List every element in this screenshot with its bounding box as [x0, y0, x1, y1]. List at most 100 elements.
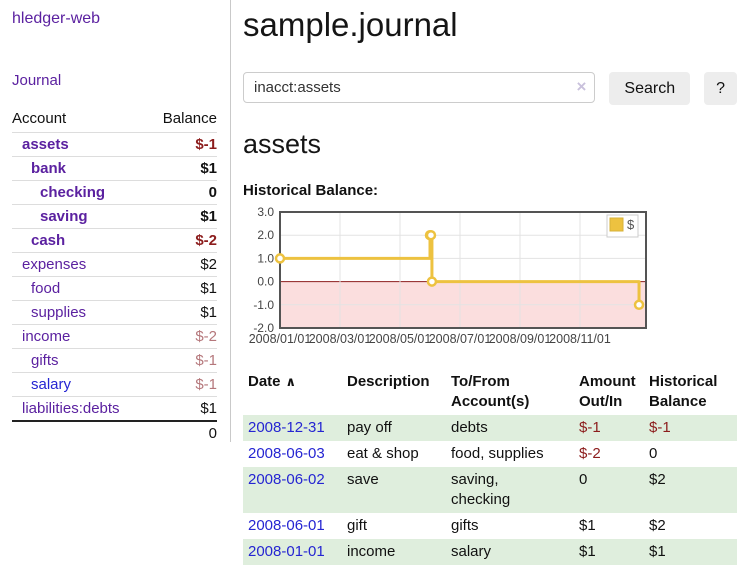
register-table: Date ∧ Description To/From Account(s) Amo… [243, 369, 737, 565]
account-balance: $-1 [195, 376, 217, 393]
transaction-date-link[interactable]: 2008-01-01 [248, 543, 325, 560]
account-row: liabilities:debts $1 [12, 396, 217, 420]
account-balance: $-1 [195, 136, 217, 153]
account-row: income $-2 [12, 324, 217, 348]
svg-text:1.0: 1.0 [257, 251, 274, 265]
header-accounts: To/From Account(s) [451, 373, 530, 410]
transaction-description: save [347, 471, 379, 488]
svg-text:-1.0: -1.0 [253, 298, 274, 312]
header-description: Description [347, 373, 430, 390]
account-link[interactable]: saving [40, 208, 88, 225]
account-balance: $1 [200, 400, 217, 417]
transaction-description: pay off [347, 419, 392, 436]
transaction-amount: $1 [579, 517, 596, 534]
transaction-date-link[interactable]: 2008-06-01 [248, 517, 325, 534]
header-date[interactable]: Date ∧ [248, 373, 297, 390]
header-balance: Historical Balance [649, 373, 718, 410]
account-tree: assets $-1 bank $1 checking 0 saving $1 … [12, 132, 217, 420]
total-balance: 0 [208, 425, 217, 442]
transaction-accounts: saving, checking [451, 471, 511, 508]
transaction-description: income [347, 543, 396, 560]
account-link[interactable]: income [22, 328, 71, 345]
sort-asc-icon: ∧ [285, 374, 297, 389]
historical-balance-chart[interactable]: $3.0 2.0 1.0 0.0 -1.0 -2.0 2008/01/01 2008/03/0… [243, 205, 663, 353]
transaction-balance: 0 [649, 445, 658, 462]
account-balance: $1 [200, 208, 217, 225]
app-brand-link[interactable]: hledger-web [12, 10, 101, 27]
transaction-balance: $-1 [649, 419, 671, 436]
account-balance: $1 [200, 160, 217, 177]
account-tree-header: Account Balance [12, 108, 217, 132]
account-balance: $1 [200, 280, 217, 297]
account-balance: $-2 [195, 328, 217, 345]
account-row: bank $1 [12, 156, 217, 180]
chart-canvas: $3.0 2.0 1.0 0.0 -1.0 -2.02008/01/012008/03/0… [249, 205, 647, 346]
transaction-row: 2008-06-03 eat & shop food, supplies $-2… [243, 441, 737, 467]
account-heading: assets [243, 129, 322, 159]
main-content: sample.journal × Search ? assets Histori… [232, 0, 742, 565]
svg-text:2008/01/01: 2008/01/01 [249, 332, 312, 346]
transaction-balance: $2 [649, 517, 666, 534]
account-link[interactable]: liabilities:debts [22, 400, 120, 417]
account-row: cash $-2 [12, 228, 217, 252]
svg-text:2.0: 2.0 [257, 228, 274, 242]
transaction-date-link[interactable]: 2008-12-31 [248, 419, 325, 436]
account-row: expenses $2 [12, 252, 217, 276]
account-row: checking 0 [12, 180, 217, 204]
svg-text:3.0: 3.0 [257, 207, 274, 219]
account-column-label: Account [12, 110, 67, 127]
account-row: salary $-1 [12, 372, 217, 396]
transaction-row: 2008-12-31 pay off debts $-1 $-1 [243, 415, 737, 441]
account-balance: $-2 [195, 232, 217, 249]
account-balance: $-1 [195, 352, 217, 369]
transaction-row: 2008-06-02 save saving, checking 0 $2 [243, 467, 737, 513]
svg-text:$: $ [627, 217, 635, 232]
search-button[interactable]: Search [609, 72, 691, 105]
account-link[interactable]: cash [31, 232, 66, 249]
transaction-amount: $1 [579, 543, 596, 560]
svg-text:2008/05/01: 2008/05/01 [369, 332, 432, 346]
account-balance: 0 [208, 184, 217, 201]
header-amount: Amount Out/In [579, 373, 636, 410]
account-link[interactable]: salary [31, 376, 72, 393]
account-row: gifts $-1 [12, 348, 217, 372]
transaction-date-link[interactable]: 2008-06-03 [248, 445, 325, 462]
help-button[interactable]: ? [704, 72, 737, 105]
account-tree-total-row: 0 [12, 420, 217, 446]
clear-search-icon[interactable]: × [576, 77, 587, 96]
transaction-accounts: debts [451, 419, 488, 436]
transaction-accounts: salary [451, 543, 492, 560]
transaction-balance: $2 [649, 471, 666, 488]
transaction-date-link[interactable]: 2008-06-02 [248, 471, 325, 488]
transaction-balance: $1 [649, 543, 666, 560]
account-balance: $1 [200, 304, 217, 321]
page-title: sample.journal [243, 6, 458, 43]
svg-text:2008/03/01: 2008/03/01 [309, 332, 372, 346]
transaction-accounts: gifts [451, 517, 479, 534]
account-link[interactable]: gifts [31, 352, 59, 369]
transaction-row: 2008-01-01 income salary $1 $1 [243, 539, 737, 565]
chart-heading: Historical Balance: [243, 182, 379, 199]
balance-column-label: Balance [162, 110, 217, 127]
sidebar-item-journal[interactable]: Journal [12, 72, 62, 89]
register-header-row: Date ∧ Description To/From Account(s) Amo… [243, 369, 737, 415]
transaction-row: 2008-06-01 gift gifts $1 $2 [243, 513, 737, 539]
transaction-amount: $-2 [579, 445, 601, 462]
account-link[interactable]: checking [40, 184, 106, 201]
transaction-amount: $-1 [579, 419, 601, 436]
account-link[interactable]: food [31, 280, 61, 297]
search-form: × Search ? [243, 72, 737, 105]
account-row: supplies $1 [12, 300, 217, 324]
account-link[interactable]: bank [31, 160, 67, 177]
account-link[interactable]: assets [22, 136, 69, 153]
transaction-description: eat & shop [347, 445, 419, 462]
svg-text:2008/07/01: 2008/07/01 [429, 332, 492, 346]
search-input[interactable] [243, 72, 596, 103]
account-row: assets $-1 [12, 132, 217, 156]
transaction-description: gift [347, 517, 368, 534]
account-link[interactable]: expenses [22, 256, 87, 273]
search-input-wrap: × [243, 72, 596, 103]
svg-text:0.0: 0.0 [257, 275, 274, 289]
account-link[interactable]: supplies [31, 304, 87, 321]
svg-text:2008/09/01: 2008/09/01 [489, 332, 552, 346]
